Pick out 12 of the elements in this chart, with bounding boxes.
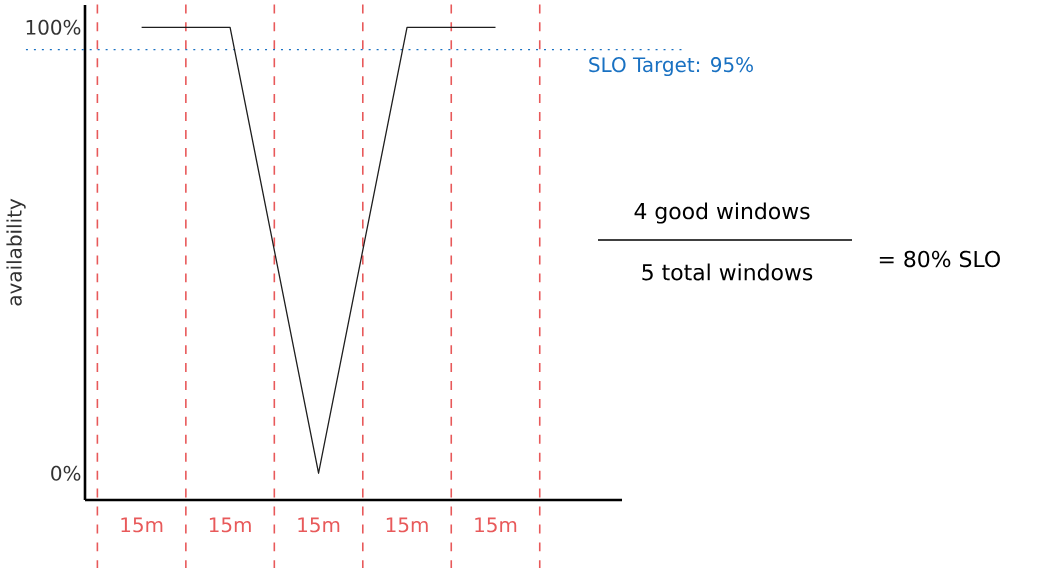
x-tick-label: 15m	[386, 517, 428, 533]
text: 4 good windows	[634, 202, 810, 224]
text: 5 total windows	[642, 263, 813, 281]
y-axis-title: availability	[6, 198, 26, 306]
text: = 80% SLO	[879, 250, 1000, 268]
x-tick-label: 15m	[298, 517, 340, 533]
ref-line-label: SLO Target: 95%	[589, 57, 753, 77]
y-tick-label: 100%	[26, 19, 81, 35]
x-tick-label: 15m	[121, 517, 163, 533]
y-tick-label: 0%	[51, 465, 81, 481]
x-tick-label: 15m	[475, 517, 517, 533]
x-tick-label: 15m	[209, 517, 251, 533]
